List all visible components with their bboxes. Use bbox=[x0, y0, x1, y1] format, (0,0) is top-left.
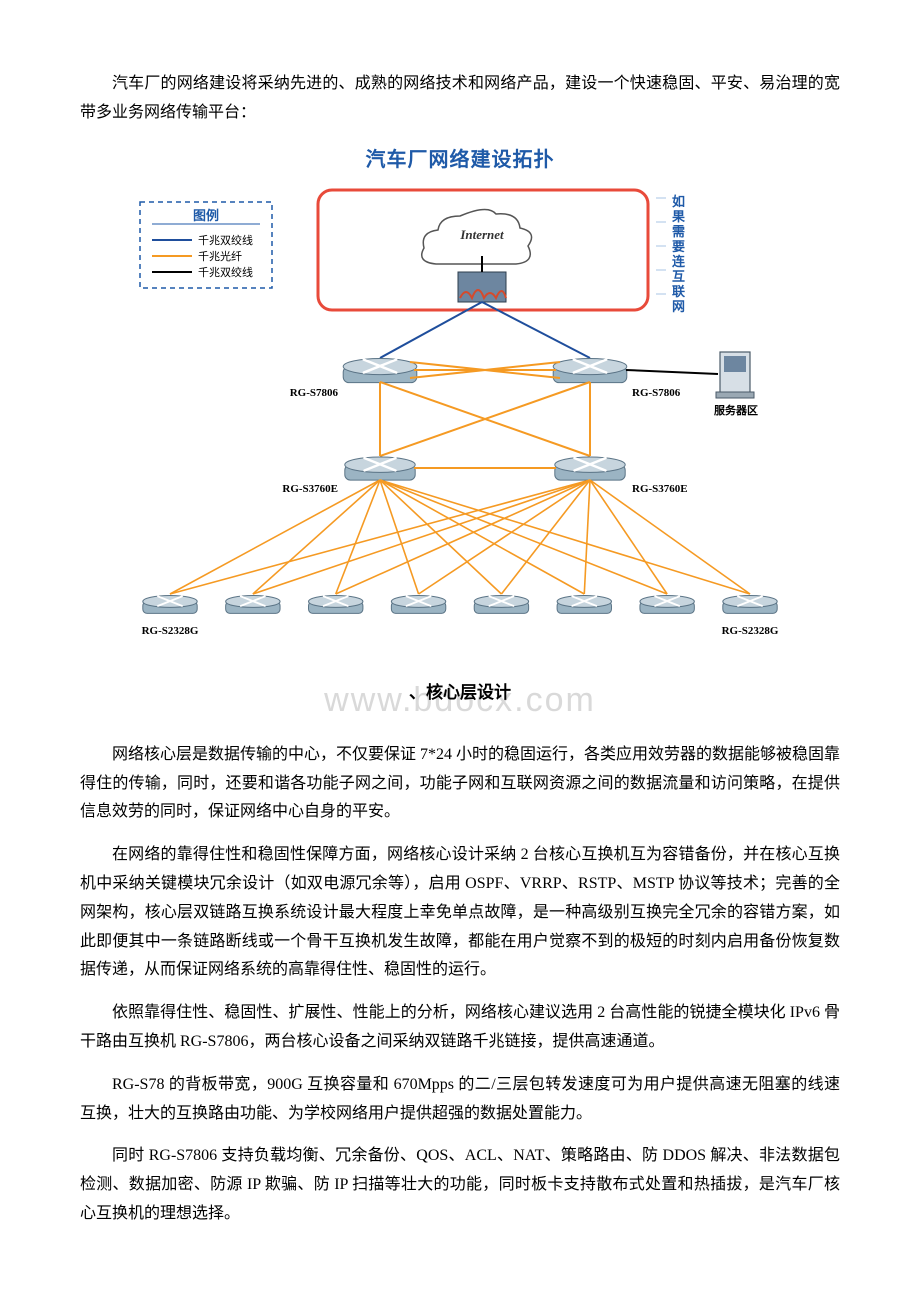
svg-text:RG-S7806: RG-S7806 bbox=[290, 387, 339, 399]
body-paragraph-3: 依照靠得住性、稳固性、扩展性、性能上的分析，网络核心建议选用 2 台高性能的锐捷… bbox=[80, 999, 840, 1057]
svg-text:千兆双绞线: 千兆双绞线 bbox=[198, 265, 253, 279]
svg-text:RG-S2328G: RG-S2328G bbox=[142, 625, 199, 637]
svg-text:需: 需 bbox=[672, 224, 685, 239]
svg-text:如: 如 bbox=[672, 194, 685, 209]
body-paragraph-1: 网络核心层是数据传输的中心，不仅要保证 7*24 小时的稳固运行，各类应用效劳器… bbox=[80, 741, 840, 827]
svg-text:RG-S2328G: RG-S2328G bbox=[722, 625, 779, 637]
watermark-row: www.bdocx.com 、核心层设计 bbox=[80, 670, 840, 731]
svg-text:联: 联 bbox=[672, 284, 685, 299]
svg-text:要: 要 bbox=[672, 239, 685, 254]
intro-paragraph: 汽车厂的网络建设将采纳先进的、成熟的网络技术和网络产品，建设一个快速稳固、平安、… bbox=[80, 70, 840, 128]
svg-text:RG-S7806: RG-S7806 bbox=[632, 387, 681, 399]
svg-text:互: 互 bbox=[672, 269, 685, 284]
body-paragraph-4: RG-S78 的背板带宽，900G 互换容量和 670Mpps 的二/三层包转发… bbox=[80, 1071, 840, 1129]
svg-text:网: 网 bbox=[672, 299, 685, 314]
svg-text:RG-S3760E: RG-S3760E bbox=[632, 483, 688, 495]
svg-text:Internet: Internet bbox=[459, 227, 504, 242]
svg-text:果: 果 bbox=[671, 209, 685, 224]
svg-text:千兆光纤: 千兆光纤 bbox=[198, 249, 242, 263]
diagram-title: 汽车厂网络建设拓扑 bbox=[80, 142, 840, 178]
topology-svg: Internet如果需要连互联网图例千兆双绞线千兆光纤千兆双绞线RG-S7806… bbox=[100, 184, 820, 664]
svg-text:RG-S3760E: RG-S3760E bbox=[282, 483, 338, 495]
topology-diagram: 汽车厂网络建设拓扑 Internet如果需要连互联网图例千兆双绞线千兆光纤千兆双… bbox=[80, 142, 840, 664]
body-paragraph-2: 在网络的靠得住性和稳固性保障方面，网络核心设计采纳 2 台核心互换机互为容错备份… bbox=[80, 841, 840, 985]
body-paragraph-5: 同时 RG-S7806 支持负载均衡、冗余备份、QOS、ACL、NAT、策略路由… bbox=[80, 1142, 840, 1228]
svg-text:连: 连 bbox=[672, 254, 686, 269]
svg-text:服务器区: 服务器区 bbox=[714, 403, 758, 417]
section-heading: 、核心层设计 bbox=[80, 678, 840, 709]
svg-text:图例: 图例 bbox=[193, 208, 219, 223]
svg-text:千兆双绞线: 千兆双绞线 bbox=[198, 233, 253, 247]
